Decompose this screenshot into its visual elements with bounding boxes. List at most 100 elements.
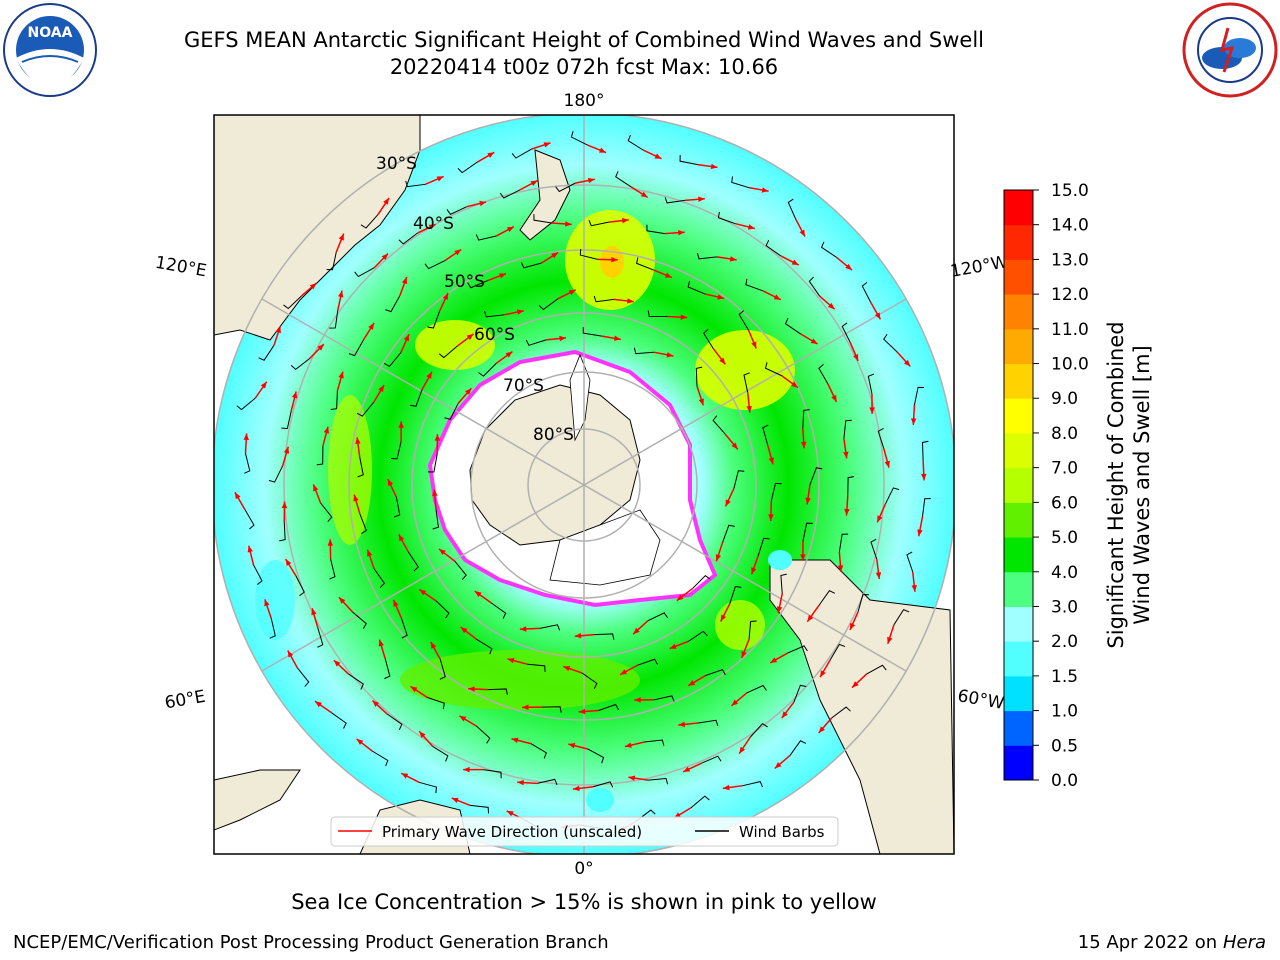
wave-arrow-head [499,273,507,279]
wave-arrow-head [910,418,917,425]
wave-arrow-head [751,567,757,575]
wind-barb [838,533,849,553]
colorbar-label-line2: Wind Waves and Swell [m] [1130,345,1154,625]
wind-barb [435,600,450,619]
wave-arrow-head [432,489,438,497]
wave-arrow-head [634,697,641,703]
wind-barb [475,234,497,241]
wave-arrow-head [367,549,373,557]
wind-barb [525,339,547,346]
wave-arrow-head [438,548,446,556]
wind-barb [385,295,401,313]
wind-barb [511,148,532,159]
wave-arrow-head [519,626,527,632]
wind-barb [407,551,419,572]
colorbar-tick-label: 7.0 [1051,459,1078,479]
wind-barb [348,339,364,357]
footer-date: 15 Apr 2022 on Hera [1078,932,1266,953]
wave-arrow-head [451,797,459,803]
wind-barb [409,389,423,407]
wave-arrow-head [474,591,482,598]
wave-arrow-head [688,680,696,686]
colorbar-tick-label: 0.0 [1051,771,1078,791]
wind-barb [664,197,685,204]
lon-label-60e: 60°E [163,687,207,714]
wave-arrow-head [247,545,253,553]
wind-barb [281,410,292,429]
sea-ice-note: Sea Ice Concentration > 15% is shown in … [291,890,877,914]
wind-barb [427,454,438,473]
wave-arrow-head [260,381,267,389]
colorbar-segment [1004,363,1033,399]
wind-barb [743,372,750,393]
wind-barb [360,214,379,229]
wind-barb [809,467,823,485]
wave-arrow-head [768,457,774,465]
wave-arrow-head [234,492,241,500]
wind-barb [499,189,521,199]
wave-arrow-head [323,426,330,434]
wave-arrow-head [676,594,684,601]
lat-label-70s: 70°S [503,376,544,396]
wind-barb [636,257,654,271]
lat-label-50s: 50°S [444,272,485,292]
wind-barb [439,659,446,680]
footer-date-text: 15 Apr 2022 on [1077,932,1218,953]
wave-arrow-head [683,766,691,772]
wave-arrow-head [698,196,705,202]
colorbar-segment [1004,606,1033,642]
wave-arrow-head [338,233,344,241]
wind-barb [647,310,668,317]
wind-barb [488,688,508,695]
wind-barb [688,630,708,642]
colorbar-segment [1004,537,1033,573]
wind-barb [687,280,705,295]
wave-arrow-head [430,641,437,649]
wind-barb [542,706,562,713]
wave-arrow-head [887,636,893,644]
wave-arrow-head [463,766,470,773]
wind-barb [391,441,402,460]
colorbar-tick-label: 9.0 [1051,389,1078,409]
wind-barb [348,673,364,690]
wind-barb [476,725,491,744]
wind-barb [598,703,619,711]
wave-arrow-head [338,597,346,604]
wind-barb [780,573,787,594]
wave-arrow-head [921,473,927,481]
colorbar-segment [1004,641,1033,677]
wind-barb [764,362,783,377]
colorbar-tick-label: 4.0 [1051,563,1078,583]
wind-barb [582,327,602,337]
wave-arrow-head [517,779,524,786]
footer-credit: NCEP/EMC/Verification Post Processing Pr… [13,932,609,953]
wave-arrow-head [680,314,688,320]
wave-arrow-head [568,289,576,296]
wind-barb [733,470,745,489]
wave-arrow-head [678,229,685,236]
wind-barb [454,560,467,580]
wave-arrow-head [773,294,781,300]
wind-barb [356,401,375,417]
wind-barb [644,739,665,746]
wind-barb [330,390,338,410]
wave-arrow-head [739,746,746,754]
polar-map: 180° 0° 120°E 120°W 60°E 60°W 30°S 40°S … [154,91,1010,879]
wind-barb [444,403,459,420]
wind-barb [424,260,445,270]
wave-arrow-head [505,351,513,358]
wind-barb [268,465,284,483]
wind-barb [729,585,742,604]
wave-arrow-head [403,334,409,342]
wave-arrow-head [774,762,782,769]
wind-barb [581,672,598,689]
wind-barb [802,522,813,541]
wind-barb [427,310,441,329]
wave-arrow-head [627,298,634,304]
wind-barb [762,424,769,446]
wave-arrow-head [781,711,788,719]
wave-arrow-head [426,371,432,379]
wave-arrow-head [850,622,856,630]
wind-barb [438,345,458,359]
wave-arrow-head [574,632,582,639]
